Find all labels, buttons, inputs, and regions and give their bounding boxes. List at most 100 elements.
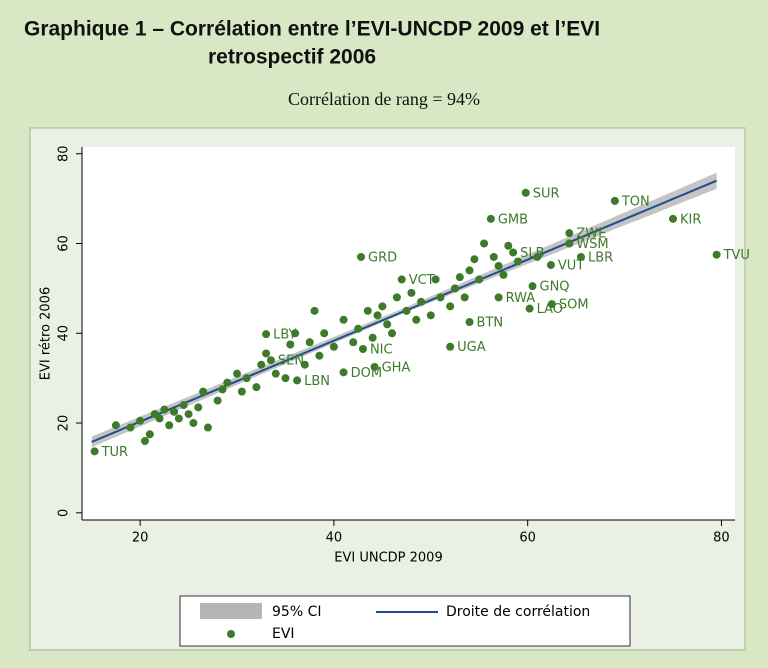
data-point [170, 407, 179, 416]
data-point [266, 356, 275, 365]
point-label: LBN [304, 374, 330, 389]
data-point [189, 419, 198, 428]
data-point [431, 275, 440, 284]
data-point [160, 405, 169, 414]
data-point [339, 315, 348, 324]
data-point [286, 340, 295, 349]
chart-subtitle: Corrélation de rang = 94% [288, 89, 480, 109]
chart-title: retrospectif 2006 [208, 46, 376, 69]
data-point [436, 293, 445, 302]
chart-title: Graphique 1 – Corrélation entre l’EVI-UN… [24, 18, 600, 41]
data-point [546, 261, 555, 270]
data-point [194, 403, 203, 412]
x-tick-label: 40 [326, 531, 343, 546]
data-point [426, 311, 435, 320]
point-label: TUR [101, 445, 129, 460]
data-point [470, 255, 479, 264]
data-point [528, 282, 537, 291]
data-point [494, 261, 503, 270]
data-point [349, 338, 358, 347]
data-point [565, 239, 574, 248]
data-point [446, 302, 455, 311]
data-point [446, 342, 455, 351]
data-point [291, 329, 300, 338]
data-point [339, 368, 348, 377]
data-point [90, 447, 99, 456]
y-tick-label: 0 [57, 509, 72, 517]
data-point [310, 306, 319, 315]
point-label: NIC [370, 342, 393, 357]
point-label: VUT [558, 259, 584, 274]
point-label: SEN [278, 354, 304, 369]
data-point [262, 330, 271, 339]
data-point [521, 188, 530, 197]
data-point [357, 252, 366, 261]
data-point [475, 275, 484, 284]
legend-swatch [227, 630, 235, 638]
data-point [509, 248, 518, 257]
point-label: TON [621, 194, 650, 209]
data-point [525, 304, 534, 313]
y-tick-label: 20 [57, 415, 72, 432]
data-point [136, 416, 145, 425]
legend-swatch [200, 603, 262, 619]
x-tick-label: 60 [519, 531, 536, 546]
data-point [242, 374, 251, 383]
data-point [257, 360, 266, 369]
data-point [233, 369, 242, 378]
data-point [489, 252, 498, 261]
point-label: LBY [273, 328, 296, 343]
point-label: LBR [588, 250, 613, 265]
data-point [199, 387, 208, 396]
data-point [368, 333, 377, 342]
point-label: SUR [533, 186, 560, 201]
data-point [455, 273, 464, 282]
data-point [358, 344, 367, 353]
data-point [354, 324, 363, 333]
data-point [373, 311, 382, 320]
data-point [465, 318, 474, 327]
x-axis-title: EVI UNCDP 2009 [334, 551, 442, 566]
data-point [165, 421, 174, 430]
data-point [320, 329, 329, 338]
data-point [271, 369, 280, 378]
data-point [184, 410, 193, 419]
data-point [218, 385, 227, 394]
legend-label: Droite de corrélation [446, 604, 590, 620]
data-point [145, 430, 154, 439]
data-point [305, 338, 314, 347]
data-point [378, 302, 387, 311]
data-point [262, 349, 271, 358]
point-label: BTN [477, 316, 504, 331]
data-point [315, 351, 324, 360]
data-point [460, 293, 469, 302]
data-point [155, 414, 164, 423]
data-point [300, 360, 309, 369]
data-point [179, 401, 188, 410]
data-point [504, 241, 513, 250]
point-label: KIR [680, 212, 701, 227]
x-tick-label: 20 [132, 531, 149, 546]
point-label: UGA [457, 340, 486, 355]
data-point [203, 423, 212, 432]
data-point [547, 300, 556, 309]
point-label: TVU [723, 248, 750, 263]
plot-area [82, 147, 735, 520]
data-point [480, 239, 489, 248]
point-label: RWA [506, 291, 536, 306]
y-axis-title: EVI rétro 2006 [39, 287, 54, 380]
data-point [252, 383, 261, 392]
y-tick-label: 40 [57, 325, 72, 342]
data-point [363, 306, 372, 315]
x-tick-label: 80 [713, 531, 730, 546]
data-point [397, 275, 406, 284]
point-label: GNQ [540, 280, 570, 295]
legend [179, 595, 631, 647]
point-label: LAO [537, 302, 563, 317]
point-label: WSM [576, 237, 608, 252]
point-label: VCT [409, 273, 435, 288]
data-point [281, 374, 290, 383]
data-point [465, 266, 474, 275]
data-point [174, 414, 183, 423]
